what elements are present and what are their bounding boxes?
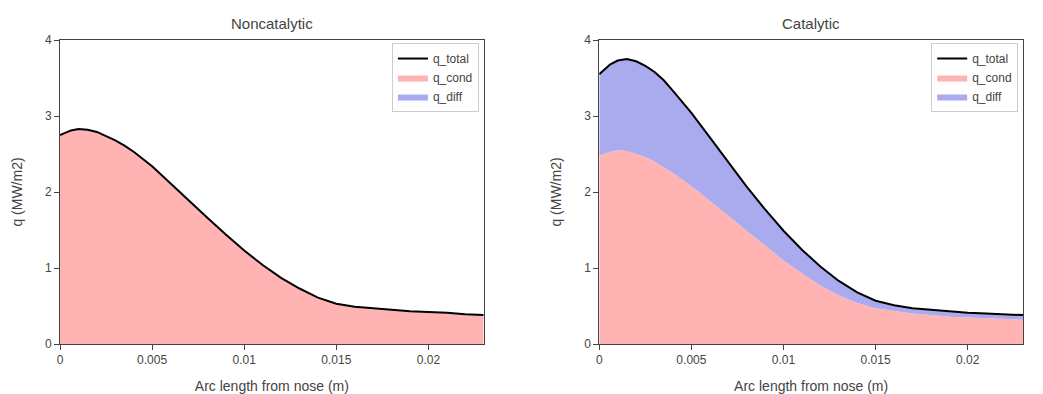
svg-text:q_cond: q_cond [433, 71, 472, 85]
svg-text:0.005: 0.005 [137, 353, 167, 367]
svg-text:0: 0 [57, 353, 64, 367]
svg-text:3: 3 [584, 109, 591, 123]
svg-text:2: 2 [45, 185, 52, 199]
svg-text:0: 0 [45, 337, 52, 351]
svg-text:1: 1 [45, 261, 52, 275]
svg-text:0.015: 0.015 [321, 353, 351, 367]
svg-text:Arc length from nose (m): Arc length from nose (m) [734, 378, 888, 394]
svg-text:0.02: 0.02 [417, 353, 441, 367]
svg-text:0.02: 0.02 [956, 353, 980, 367]
svg-text:4: 4 [584, 33, 591, 47]
svg-text:Arc length from nose (m): Arc length from nose (m) [195, 378, 349, 394]
svg-text:q (MW/m2): q (MW/m2) [9, 157, 25, 226]
svg-text:q_cond: q_cond [972, 71, 1011, 85]
svg-text:0.005: 0.005 [676, 353, 706, 367]
svg-text:3: 3 [45, 109, 52, 123]
svg-text:0.015: 0.015 [861, 353, 891, 367]
svg-text:q_total: q_total [972, 52, 1008, 66]
svg-text:0: 0 [596, 353, 603, 367]
svg-text:Noncatalytic: Noncatalytic [231, 15, 313, 32]
svg-text:0.01: 0.01 [233, 353, 257, 367]
svg-text:0.01: 0.01 [772, 353, 796, 367]
svg-text:q_diff: q_diff [972, 90, 1002, 104]
svg-text:0: 0 [584, 337, 591, 351]
svg-text:1: 1 [584, 261, 591, 275]
svg-text:q_total: q_total [433, 52, 469, 66]
svg-text:q_diff: q_diff [433, 90, 463, 104]
svg-text:Catalytic: Catalytic [782, 15, 840, 32]
svg-text:4: 4 [45, 33, 52, 47]
svg-text:2: 2 [584, 185, 591, 199]
svg-text:q (MW/m2): q (MW/m2) [548, 157, 564, 226]
